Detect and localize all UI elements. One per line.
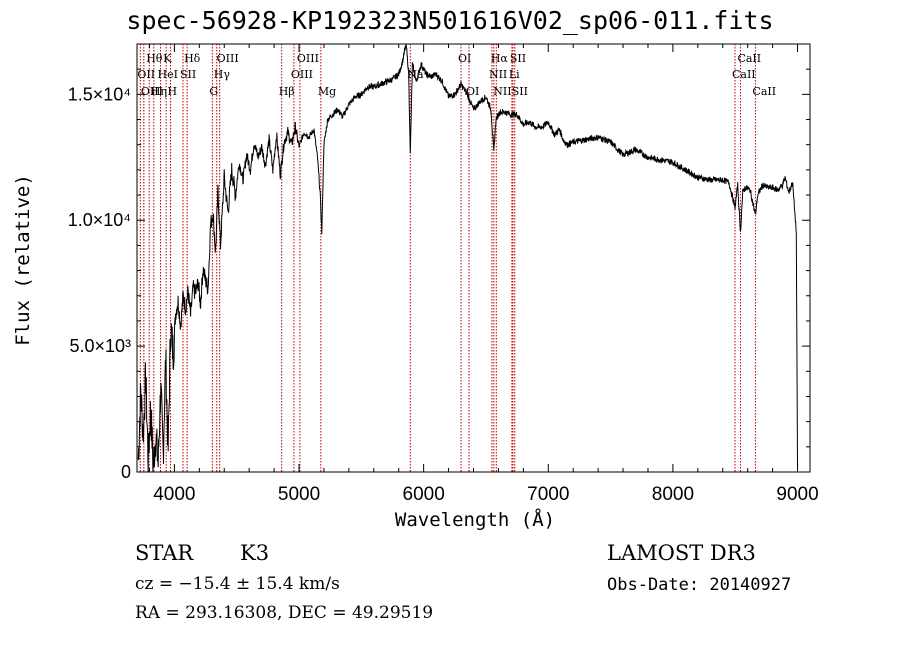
line-label: K	[163, 52, 172, 65]
y-tick-label: 1.0×10⁴	[68, 210, 131, 230]
x-tick-label: 7000	[527, 484, 569, 505]
line-label: OI	[466, 85, 479, 98]
line-label: OIII	[141, 85, 163, 98]
object-subclass: K3	[240, 541, 270, 565]
line-label: HeI	[158, 68, 178, 81]
line-label: Hγ	[214, 68, 231, 81]
x-axis-label: Wavelength (Å)	[394, 509, 556, 531]
line-label: Hβ	[279, 85, 295, 98]
line-label: Li	[509, 68, 520, 81]
line-label: SII	[510, 52, 526, 65]
line-label: Hη	[151, 85, 167, 98]
x-tick-label: 6000	[403, 484, 445, 505]
x-tick-label: 5000	[278, 484, 320, 505]
line-label: Hα	[491, 52, 509, 65]
line-label: Hδ	[184, 52, 201, 65]
line-label: CaII	[732, 68, 756, 81]
y-tick-label: 0	[121, 462, 131, 482]
line-markers	[139, 44, 756, 472]
y-tick-label: 5.0×10³	[69, 336, 131, 356]
chart-title: spec-56928-KP192323N501616V02_sp06-011.f…	[126, 6, 774, 35]
line-label: OIII	[217, 52, 239, 65]
line-label: H	[168, 85, 178, 98]
line-label: NII	[493, 85, 511, 98]
line-label: SII	[180, 68, 196, 81]
x-tick-label: 4000	[153, 484, 195, 505]
line-label: Hθ	[146, 52, 163, 65]
line-label: NII	[489, 68, 507, 81]
coordinates: RA = 293.16308, DEC = 49.29519	[135, 603, 434, 623]
line-label: OIII	[297, 52, 319, 65]
y-axis: 0 5.0×10³ 1.0×10⁴ 1.5×10⁴	[68, 43, 810, 482]
line-label: G	[209, 85, 218, 98]
redshift-text: cz = −15.4 ± 15.4 km/s	[135, 574, 340, 594]
line-label: OII	[137, 68, 155, 81]
line-label: OI	[458, 52, 471, 65]
object-class: STAR	[135, 541, 194, 565]
x-tick-label: 9000	[776, 484, 818, 505]
spectrum-line	[137, 43, 798, 473]
y-tick-label: 1.5×10⁴	[68, 84, 131, 104]
x-tick-label: 8000	[652, 484, 694, 505]
line-label: SII	[512, 85, 528, 98]
line-label: OIII	[291, 68, 313, 81]
obs-date: Obs-Date: 20140927	[607, 575, 792, 595]
survey-name: LAMOST DR3	[607, 541, 756, 565]
x-axis: 4000 5000 6000 7000 8000 9000	[148, 44, 819, 505]
line-label: Mg	[318, 85, 336, 98]
line-label: CaII	[737, 52, 761, 65]
y-axis-label: Flux (relative)	[12, 174, 34, 346]
line-label: CaII	[752, 85, 776, 98]
